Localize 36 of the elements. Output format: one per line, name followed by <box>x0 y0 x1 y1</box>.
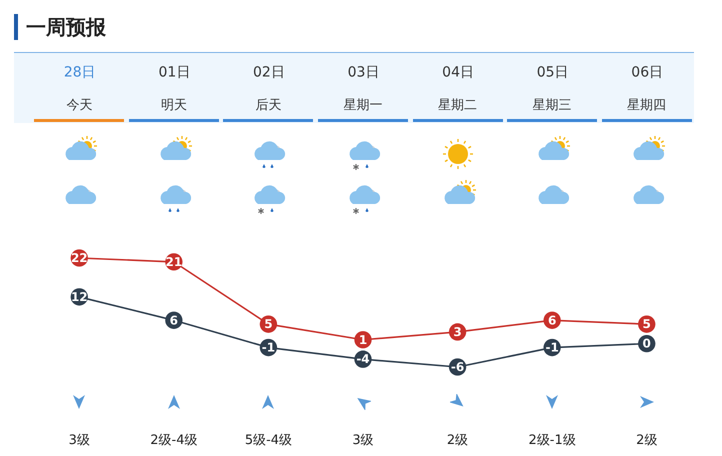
data-label: 21 <box>166 254 182 269</box>
data-label: -1 <box>545 340 559 355</box>
data-label: 12 <box>70 290 88 304</box>
text: 星期四 <box>627 98 666 113</box>
data-label: 3 <box>453 324 462 339</box>
data-label: 5 <box>642 317 651 332</box>
text: 星期一 <box>344 98 382 113</box>
text: 2级-4级 <box>150 433 198 448</box>
x-tick-label: 05日 <box>536 64 569 80</box>
text: 明天 <box>160 98 187 113</box>
data-label: 0 <box>642 336 651 351</box>
data-label: -1 <box>262 340 276 355</box>
text: 5级-4级 <box>244 433 292 448</box>
text: 2级 <box>636 433 658 448</box>
data-label: -6 <box>450 360 464 374</box>
text: 3级 <box>68 433 90 448</box>
x-tick-label: 03日 <box>348 64 380 80</box>
data-label: 5 <box>264 317 273 332</box>
text: 今天 <box>66 98 92 113</box>
x-tick-label: 28日 <box>64 64 96 80</box>
data-label: 22 <box>70 251 88 265</box>
text: 后天 <box>255 98 282 113</box>
data-label: 6 <box>548 313 556 328</box>
data-label: 6 <box>170 313 178 328</box>
chart-title: 一周预报 <box>14 14 106 40</box>
text: 3级 <box>352 433 374 448</box>
x-tick-label: 01日 <box>158 64 190 80</box>
x-tick-label: 02日 <box>253 64 285 80</box>
x-tick-label: 06日 <box>631 64 664 80</box>
text: 星期三 <box>532 98 572 113</box>
text: 2级-1级 <box>528 433 576 448</box>
data-label: -4 <box>356 352 370 366</box>
data-label: 1 <box>358 332 368 347</box>
text: 2级 <box>446 433 468 448</box>
text: 星期二 <box>438 98 478 113</box>
x-tick-label: 04日 <box>442 64 474 80</box>
